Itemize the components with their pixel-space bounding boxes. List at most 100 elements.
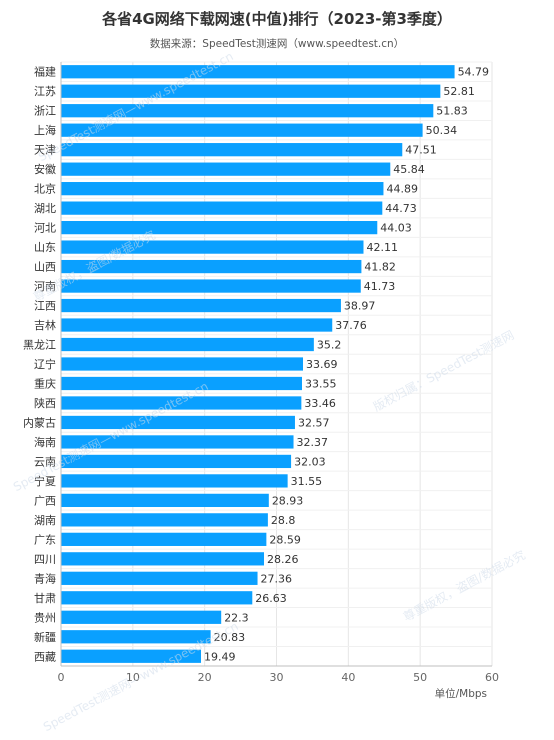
y-category-label: 云南 xyxy=(34,455,56,468)
bar xyxy=(61,162,391,176)
y-category-label: 上海 xyxy=(34,123,56,137)
y-category-label: 广西 xyxy=(34,494,56,507)
data-label: 20.83 xyxy=(214,631,246,644)
chart-subtitle: 数据来源：SpeedTest测速网（www.speedtest.cn） xyxy=(149,38,405,50)
chart-title: 各省4G网络下载网速(中值)排行（2023-第3季度） xyxy=(102,10,452,28)
bar xyxy=(61,493,269,508)
bar xyxy=(61,259,362,274)
data-label: 28.26 xyxy=(267,553,299,566)
bar xyxy=(61,591,253,605)
data-label: 45.84 xyxy=(393,163,425,176)
bar xyxy=(61,435,294,449)
bar xyxy=(61,474,288,488)
bar xyxy=(61,337,314,352)
bar xyxy=(61,65,455,79)
data-label: 54.79 xyxy=(458,66,490,79)
data-label: 41.82 xyxy=(364,261,396,274)
data-label: 19.49 xyxy=(204,650,236,663)
data-label: 33.69 xyxy=(306,358,338,371)
y-category-label: 海南 xyxy=(34,435,56,449)
data-label: 52.81 xyxy=(443,85,475,98)
y-category-label: 贵州 xyxy=(34,611,56,624)
y-category-label: 山西 xyxy=(34,261,56,274)
data-label: 41.73 xyxy=(364,280,396,293)
x-tick-label: 20 xyxy=(198,671,212,684)
bar xyxy=(61,182,384,196)
bar xyxy=(61,279,361,293)
data-label: 37.76 xyxy=(335,319,367,332)
y-category-label: 江西 xyxy=(34,300,56,313)
data-label: 42.11 xyxy=(366,241,398,254)
bar xyxy=(61,630,211,644)
y-category-label: 福建 xyxy=(34,65,56,79)
bar xyxy=(61,513,268,527)
data-label: 47.51 xyxy=(405,144,437,157)
data-label: 33.55 xyxy=(305,377,337,390)
data-label: 32.03 xyxy=(294,455,326,468)
data-label: 28.93 xyxy=(272,494,304,507)
data-label: 27.36 xyxy=(261,572,293,585)
data-label: 50.34 xyxy=(426,124,458,137)
bar xyxy=(61,201,383,215)
y-category-label: 浙江 xyxy=(34,105,56,118)
data-label: 44.89 xyxy=(386,183,418,196)
data-label: 31.55 xyxy=(291,475,323,488)
data-label: 28.59 xyxy=(269,533,301,546)
y-category-label: 江苏 xyxy=(34,85,56,98)
data-label: 26.63 xyxy=(255,592,287,605)
y-category-label: 西藏 xyxy=(34,650,56,663)
bar xyxy=(61,240,364,254)
y-category-label: 陕西 xyxy=(34,396,56,410)
y-category-label: 四川 xyxy=(34,553,56,566)
data-label: 35.2 xyxy=(317,339,342,352)
y-category-label: 新疆 xyxy=(34,630,56,644)
x-tick-label: 0 xyxy=(58,671,65,684)
bars xyxy=(61,65,455,663)
y-category-label: 湖北 xyxy=(34,202,56,215)
y-category-label: 甘肃 xyxy=(34,592,56,605)
axes: 0 10 20 30 40 50 60 福建 54.79 江苏 52.81 浙江 51.83 上海 50.3… xyxy=(23,62,499,684)
data-label: 51.83 xyxy=(436,105,468,118)
x-tick-label: 40 xyxy=(341,671,355,684)
y-category-label: 辽宁 xyxy=(34,357,56,371)
data-label: 44.73 xyxy=(385,202,417,215)
y-category-label: 吉林 xyxy=(34,318,56,332)
bar xyxy=(61,318,333,332)
bar xyxy=(61,376,303,391)
y-category-label: 天津 xyxy=(34,144,56,157)
bar xyxy=(61,454,292,469)
x-tick-label: 60 xyxy=(485,671,499,684)
y-category-label: 安徽 xyxy=(34,162,56,176)
bar xyxy=(61,298,341,313)
x-tick-label: 10 xyxy=(126,671,140,684)
data-label: 22.3 xyxy=(224,611,249,624)
bar xyxy=(61,532,267,546)
y-category-label: 内蒙古 xyxy=(23,415,56,429)
bar xyxy=(61,649,202,663)
x-tick-label: 50 xyxy=(413,671,427,684)
y-category-label: 山东 xyxy=(34,241,56,254)
y-category-label: 广东 xyxy=(34,533,56,546)
x-tick-label: 30 xyxy=(270,671,284,684)
y-category-label: 黑龙江 xyxy=(23,339,56,352)
data-label: 28.8 xyxy=(271,514,296,527)
data-label: 32.37 xyxy=(297,436,329,449)
data-label: 32.57 xyxy=(298,416,330,429)
y-category-label: 宁夏 xyxy=(34,474,56,488)
y-category-label: 河南 xyxy=(34,280,56,293)
bar xyxy=(61,571,258,585)
bar xyxy=(61,84,441,98)
data-label: 38.97 xyxy=(344,300,376,313)
bar xyxy=(61,220,378,235)
bar xyxy=(61,357,304,371)
bar xyxy=(61,610,222,624)
bar xyxy=(61,396,302,410)
bar xyxy=(61,552,265,566)
data-label: 44.03 xyxy=(380,222,412,235)
bar xyxy=(61,415,295,430)
y-category-label: 湖南 xyxy=(34,514,56,527)
bar xyxy=(61,123,423,137)
bar xyxy=(61,104,434,118)
x-axis-title: 单位/Mbps xyxy=(435,687,487,700)
